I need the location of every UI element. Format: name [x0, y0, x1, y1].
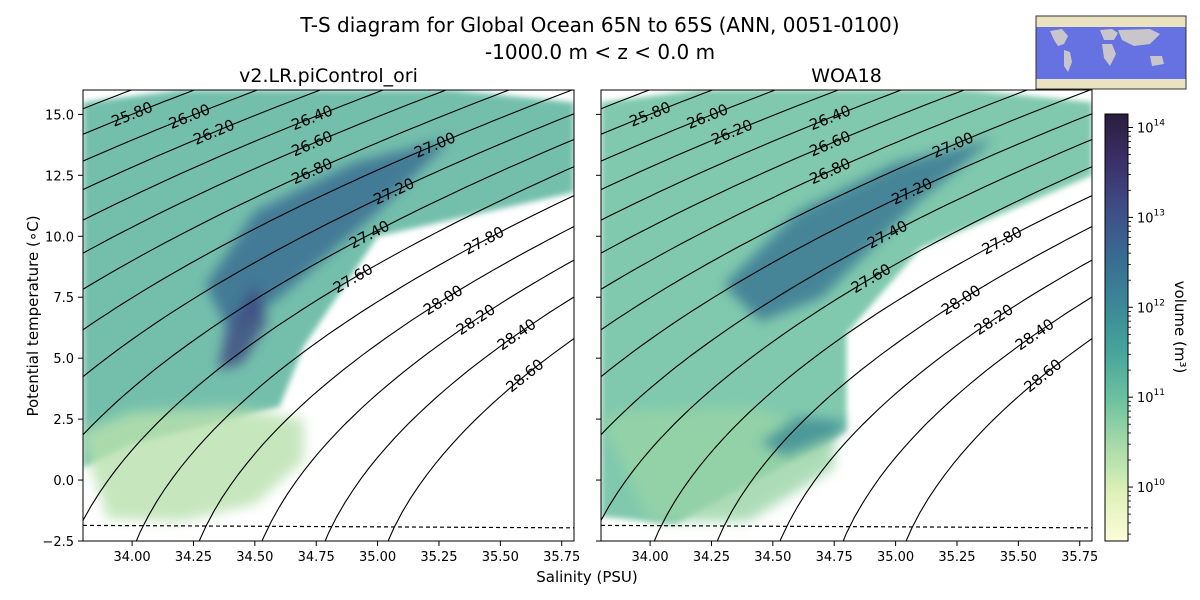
y-tick-label: 15.0 — [45, 108, 74, 123]
freezing-line — [83, 524, 574, 529]
density-contour-line — [83, 90, 385, 221]
colorbar-gradient — [1104, 113, 1129, 542]
panel-title-right: WOA18 — [811, 65, 882, 87]
density-contour-line — [83, 90, 511, 290]
density-contour-line — [601, 90, 777, 162]
x-tick-label: 34.75 — [298, 550, 335, 565]
y-tick-label: 7.5 — [53, 291, 74, 306]
colorbar-tick-label: 1012 — [1137, 298, 1165, 316]
density-contour-line — [83, 166, 574, 521]
density-contours — [83, 90, 574, 541]
plot-frame — [82, 89, 575, 542]
density-contour-line — [601, 90, 1092, 331]
colorbar-tick-label: 1014 — [1137, 118, 1165, 136]
x-tick-label: 34.50 — [236, 550, 273, 565]
x-tick-label: 34.75 — [816, 550, 853, 565]
y-axis-ticks — [596, 113, 601, 542]
x-tick-label: 34.25 — [693, 550, 730, 565]
density-contour-line — [601, 90, 714, 135]
y-tick-label: 0.0 — [53, 474, 74, 489]
volume-density-field — [83, 90, 574, 522]
volume-density-field — [601, 90, 1092, 524]
x-tick-label: 34.00 — [631, 550, 668, 565]
volume-region-intermediate-water — [218, 285, 268, 371]
x-tick-label: 35.25 — [420, 550, 457, 565]
x-tick-label: 34.50 — [754, 550, 791, 565]
x-tick-label: 35.00 — [877, 550, 914, 565]
density-contour-line — [653, 195, 1092, 541]
density-contour-line — [716, 226, 1092, 541]
density-contour-line — [779, 259, 1092, 541]
freezing-line — [601, 524, 1092, 529]
y-tick-label: 10.0 — [45, 230, 74, 245]
volume-region-main-envelope — [83, 90, 574, 468]
density-contour-line — [601, 113, 1092, 378]
x-tick-label: 34.00 — [113, 550, 150, 565]
colorbar-tick-label: 1010 — [1137, 478, 1165, 496]
colorbar-tick-exponent: 14 — [1154, 118, 1166, 128]
y-tick-label: −2.5 — [42, 535, 74, 550]
colorbar-label: volume (m³) — [1171, 281, 1189, 374]
density-contour-line — [905, 338, 1092, 541]
density-contour-line — [601, 90, 966, 254]
density-contour-line — [83, 113, 574, 378]
y-axis-ticks: −2.5 0.0 2.5 5.0 7.5 10.0 12.5 15.0 — [42, 108, 83, 550]
volume-region-deep-water-tongue — [760, 416, 847, 456]
colorbar-tick-exponent: 13 — [1154, 208, 1165, 218]
x-axis-ticks: 34.00 34.25 34.50 34.75 35.00 35.25 35.50 35.75 — [631, 541, 1098, 565]
figure-title-line2: -1000.0 m < z < 0.0 m — [485, 40, 715, 64]
panel-title-left: v2.LR.piControl_ori — [239, 65, 418, 87]
density-contour-line — [83, 138, 574, 436]
density-contour-line — [601, 90, 903, 221]
density-contour-line — [83, 90, 448, 254]
density-contour-line — [324, 296, 574, 541]
freezing-line-dashed — [83, 524, 574, 529]
volume-region-cold-bowl — [83, 406, 304, 522]
density-contour-line — [601, 90, 1029, 290]
y-tick-label: 2.5 — [53, 413, 74, 428]
density-contour-line — [842, 296, 1092, 541]
x-tick-label: 35.50 — [1000, 550, 1037, 565]
density-contour-line — [135, 195, 574, 541]
density-contour-line — [83, 90, 574, 331]
y-tick-label: 5.0 — [53, 352, 74, 367]
x-tick-label: 35.00 — [359, 550, 396, 565]
x-tick-label: 35.25 — [938, 550, 975, 565]
density-contour-line — [387, 338, 574, 541]
density-contour-line — [601, 138, 1092, 436]
x-tick-label: 35.50 — [482, 550, 519, 565]
density-contour-line — [601, 90, 840, 191]
colorbar-tick-label: 1011 — [1137, 388, 1165, 406]
density-contour-line — [83, 90, 322, 191]
x-tick-label: 34.25 — [175, 550, 212, 565]
plot-frame — [600, 89, 1093, 542]
density-contour-line — [83, 90, 259, 162]
density-contour-line — [261, 259, 574, 541]
density-contours — [601, 90, 1092, 541]
y-tick-label: 12.5 — [45, 169, 74, 184]
volume-region-central-water — [205, 138, 452, 334]
x-axis-ticks: 34.00 34.25 34.50 34.75 35.00 35.25 35.50 35.75 — [113, 541, 580, 565]
density-contour-line — [198, 226, 574, 541]
x-axis-label: Salinity (PSU) — [536, 568, 638, 586]
x-tick-label: 35.75 — [1061, 550, 1098, 565]
colorbar-tick-exponent: 11 — [1154, 388, 1165, 398]
colorbar-tick-exponent: 12 — [1154, 298, 1165, 308]
world-map-region-icon — [1035, 15, 1187, 90]
figure-title-line1: T-S diagram for Global Ocean 65N to 65S … — [299, 13, 899, 37]
x-tick-label: 35.75 — [543, 550, 580, 565]
colorbar-tick-label: 1013 — [1137, 208, 1165, 226]
freezing-line-dashed — [601, 524, 1092, 529]
density-contour-line — [601, 166, 1092, 521]
y-axis-label: Potential temperature (∘C) — [24, 215, 42, 416]
density-contour-line — [83, 90, 196, 135]
colorbar-tick-exponent: 10 — [1154, 478, 1166, 488]
